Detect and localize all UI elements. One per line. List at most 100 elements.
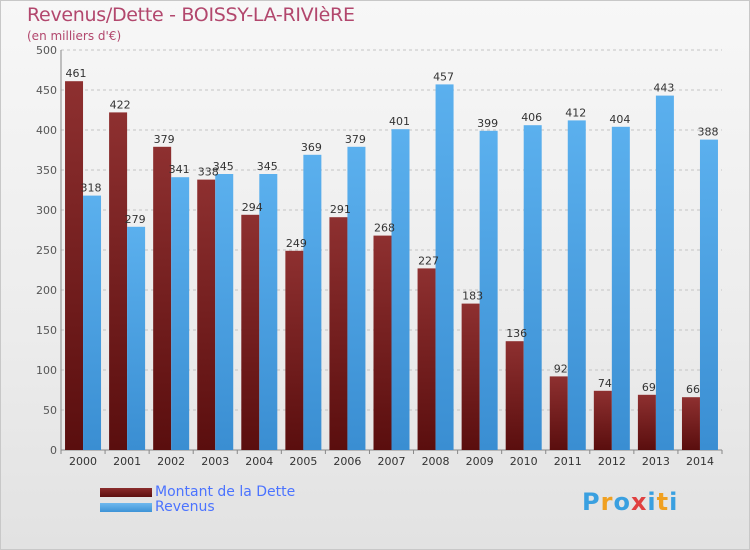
bar-revenue	[567, 120, 586, 451]
data-label-revenue: 401	[389, 115, 410, 128]
x-tick-label: 2002	[157, 455, 185, 468]
bar-debt	[109, 112, 128, 451]
logo-letter: i	[669, 488, 679, 516]
logo-letter: r	[600, 488, 614, 516]
bar-debt	[549, 376, 568, 450]
data-label-revenue: 345	[213, 160, 234, 173]
x-tick-label: 2013	[642, 455, 670, 468]
data-label-revenue: 341	[169, 163, 190, 176]
y-tick-label: 300	[36, 204, 57, 217]
x-tick-label: 2004	[245, 455, 273, 468]
y-tick-label: 400	[36, 124, 57, 137]
bar-debt	[153, 146, 172, 451]
bar-debt	[285, 250, 304, 450]
x-tick-label: 2007	[378, 455, 406, 468]
data-label-revenue: 318	[81, 182, 102, 195]
y-tick-label: 200	[36, 284, 57, 297]
x-tick-label: 2008	[422, 455, 450, 468]
data-label-revenue: 399	[477, 117, 498, 130]
legend-swatch-revenue	[100, 503, 152, 512]
y-tick-label: 150	[36, 324, 57, 337]
bar-debt	[681, 397, 700, 450]
logo-letter: x	[630, 488, 648, 516]
bar-debt	[329, 217, 348, 450]
bar-debt	[241, 214, 260, 450]
bar-revenue	[303, 154, 322, 451]
data-label-revenue: 404	[609, 113, 630, 126]
data-label-revenue: 412	[565, 106, 586, 119]
x-tick-label: 2000	[69, 455, 97, 468]
x-tick-label: 2011	[554, 455, 582, 468]
data-label-debt: 379	[154, 133, 175, 146]
x-tick-label: 2001	[113, 455, 141, 468]
logo-letter: o	[613, 488, 631, 516]
data-label-revenue: 388	[697, 126, 718, 139]
y-tick-label: 100	[36, 364, 57, 377]
data-label-debt: 291	[330, 203, 351, 216]
data-label-revenue: 345	[257, 160, 278, 173]
bar-revenue	[611, 126, 630, 451]
data-label-revenue: 279	[125, 213, 146, 226]
y-tick-label: 50	[43, 404, 57, 417]
data-label-revenue: 457	[433, 70, 454, 83]
data-label-revenue: 369	[301, 141, 322, 154]
x-tick-label: 2005	[289, 455, 317, 468]
chart-subtitle: (en milliers d'€)	[27, 29, 122, 43]
data-label-debt: 461	[66, 67, 87, 80]
data-label-debt: 268	[374, 222, 395, 235]
data-label-debt: 338	[198, 166, 219, 179]
legend-item-revenue: Revenus	[100, 500, 295, 515]
legend-label-revenue: Revenus	[155, 499, 215, 515]
bar-debt	[637, 394, 656, 450]
data-label-debt: 66	[686, 383, 700, 396]
bar-revenue	[127, 226, 146, 450]
bar-revenue	[699, 139, 718, 450]
legend-swatch-debt	[100, 488, 152, 497]
bar-revenue	[215, 174, 234, 450]
data-label-debt: 422	[110, 98, 131, 111]
data-label-revenue: 379	[345, 133, 366, 146]
data-label-debt: 294	[242, 201, 263, 214]
bar-revenue	[83, 195, 102, 450]
bar-debt	[65, 81, 84, 450]
bar-revenue	[347, 146, 366, 451]
y-tick-label: 0	[50, 444, 57, 457]
bar-revenue	[171, 177, 190, 450]
x-tick-label: 2014	[686, 455, 714, 468]
data-label-debt: 249	[286, 237, 307, 250]
bar-revenue	[655, 95, 674, 450]
data-label-revenue: 406	[521, 111, 542, 124]
data-label-debt: 227	[418, 254, 439, 267]
legend-item-debt: Montant de la Dette	[100, 485, 295, 500]
x-tick-label: 2010	[510, 455, 538, 468]
data-label-debt: 69	[642, 381, 656, 394]
bar-debt	[373, 235, 392, 450]
bar-debt	[197, 179, 216, 450]
data-label-debt: 136	[506, 327, 527, 340]
y-tick-label: 500	[36, 44, 57, 57]
y-tick-label: 450	[36, 84, 57, 97]
logo-letter: P	[582, 488, 601, 516]
x-tick-label: 2006	[333, 455, 361, 468]
legend: Montant de la Dette Revenus	[100, 485, 295, 515]
bar-revenue	[391, 129, 410, 450]
logo-letter: i	[647, 488, 657, 516]
bar-revenue	[259, 174, 278, 450]
bar-debt	[593, 390, 612, 450]
bar-debt	[417, 268, 436, 450]
chart-title: Revenus/Dette - BOISSY-LA-RIVIèRE	[27, 4, 355, 26]
bar-debt	[505, 341, 524, 450]
x-tick-label: 2003	[201, 455, 229, 468]
data-label-debt: 183	[462, 290, 483, 303]
y-tick-label: 350	[36, 164, 57, 177]
x-tick-label: 2009	[466, 455, 494, 468]
data-label-debt: 74	[598, 377, 612, 390]
data-label-debt: 92	[554, 362, 568, 375]
bar-revenue	[523, 125, 542, 450]
bar-debt	[461, 303, 480, 450]
bar-revenue	[479, 130, 498, 451]
y-tick-label: 250	[36, 244, 57, 257]
legend-label-debt: Montant de la Dette	[155, 484, 296, 500]
